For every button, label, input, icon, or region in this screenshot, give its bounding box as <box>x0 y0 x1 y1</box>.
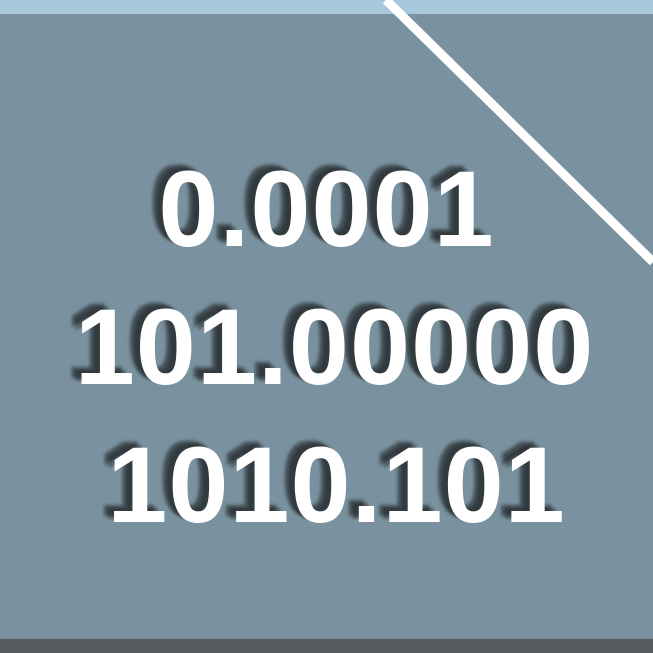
top-strip <box>0 0 653 14</box>
number-line-1: 0.0001 <box>158 148 495 269</box>
number-lines: 0.0001 101.00000 1010.101 <box>0 140 653 554</box>
number-line-2: 101.00000 <box>74 286 595 407</box>
number-line-3: 1010.101 <box>107 424 566 545</box>
bottom-strip <box>0 639 653 653</box>
